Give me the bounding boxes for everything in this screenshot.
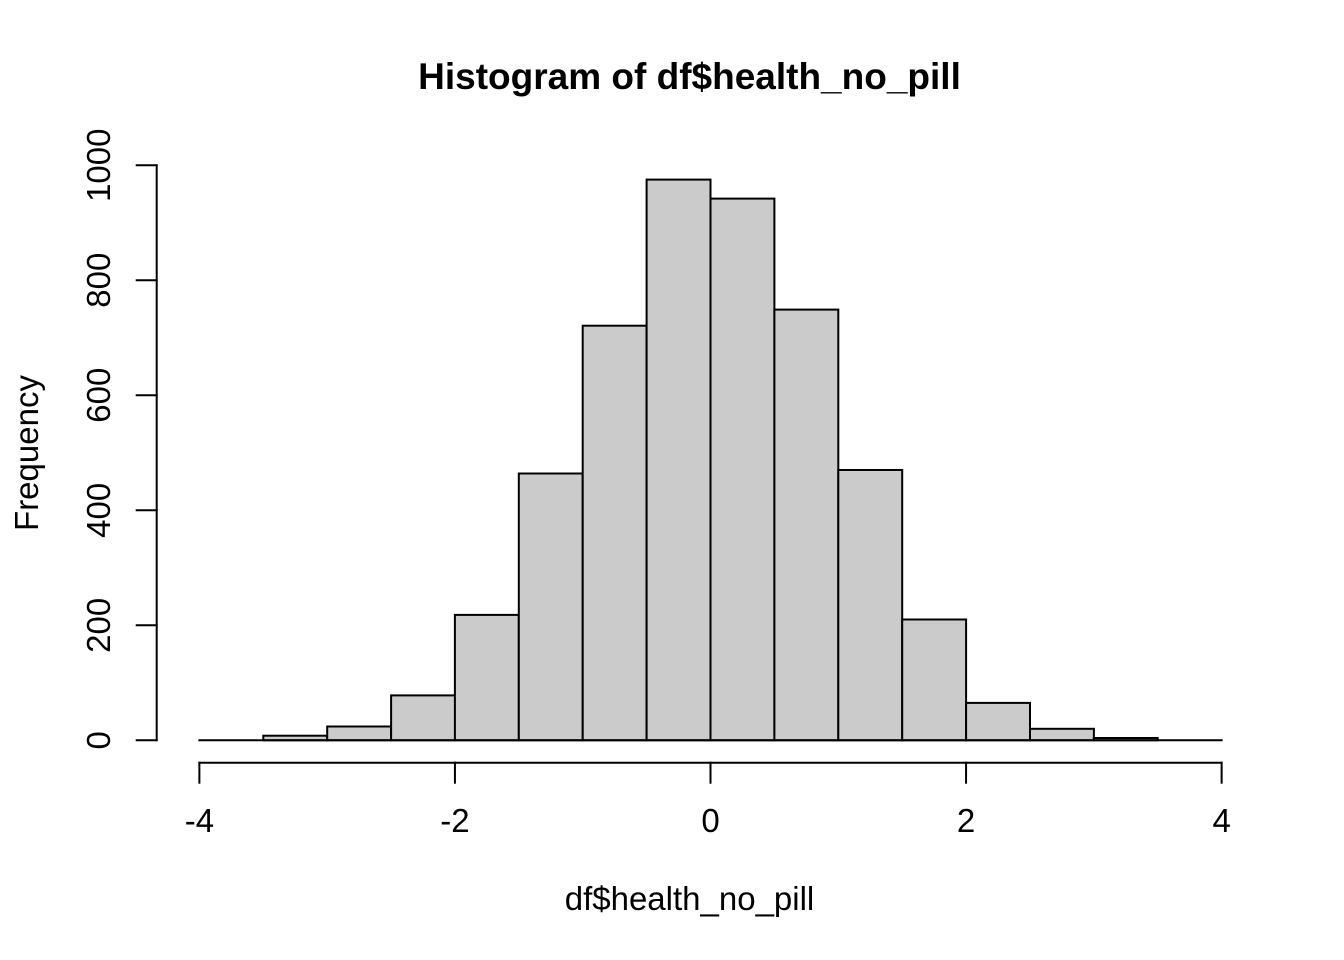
- x-tick-label: -2: [440, 802, 469, 839]
- chart-title: Histogram of df$health_no_pill: [418, 56, 961, 97]
- x-tick-label: 2: [957, 802, 975, 839]
- x-tick-label: 0: [701, 802, 719, 839]
- histogram-bar: [517, 472, 584, 742]
- histogram-bar: [326, 725, 393, 742]
- histogram-bar: [709, 197, 776, 742]
- y-tick-label: 0: [80, 731, 117, 749]
- histogram-bar: [1029, 727, 1095, 742]
- histogram-bar: [901, 618, 968, 742]
- y-tick-label: 800: [80, 253, 117, 308]
- histogram-bar: [965, 701, 1031, 742]
- histogram-bar: [837, 469, 904, 742]
- y-tick-label: 200: [80, 598, 117, 653]
- x-tick-label: 4: [1212, 802, 1230, 839]
- histogram-bar: [645, 178, 712, 742]
- y-tick-label: 1000: [80, 128, 117, 201]
- histogram-bar: [773, 308, 840, 742]
- y-axis-title: Frequency: [8, 375, 45, 531]
- y-tick-label: 600: [80, 368, 117, 423]
- histogram-bar: [390, 694, 457, 742]
- histogram-bar: [453, 613, 520, 742]
- histogram-bar: [581, 324, 648, 742]
- y-tick-label: 400: [80, 483, 117, 538]
- x-tick-label: -4: [185, 802, 214, 839]
- x-axis-title: df$health_no_pill: [564, 880, 815, 917]
